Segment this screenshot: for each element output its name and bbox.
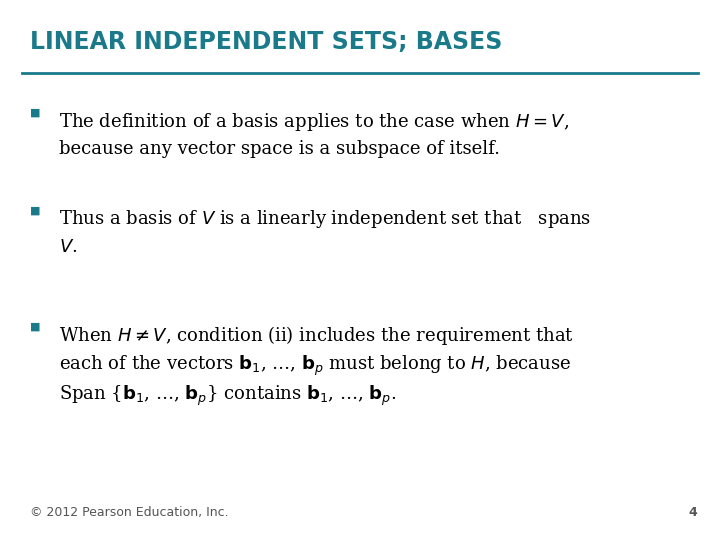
Text: 4: 4: [688, 507, 697, 519]
Text: LINEAR INDEPENDENT SETS; BASES: LINEAR INDEPENDENT SETS; BASES: [30, 30, 503, 53]
Text: Thus a basis of $V$ is a linearly independent set that   spans: Thus a basis of $V$ is a linearly indepe…: [59, 208, 591, 230]
Text: ■: ■: [30, 205, 41, 215]
Text: The definition of a basis applies to the case when $H = V$,: The definition of a basis applies to the…: [59, 111, 570, 133]
Text: because any vector space is a subspace of itself.: because any vector space is a subspace o…: [59, 140, 500, 158]
Text: $V$.: $V$.: [59, 238, 78, 255]
Text: ■: ■: [30, 108, 41, 118]
Text: each of the vectors $\mathbf{b}_1$, …, $\mathbf{b}_p$ must belong to $H$, becaus: each of the vectors $\mathbf{b}_1$, …, $…: [59, 354, 571, 378]
Text: © 2012 Pearson Education, Inc.: © 2012 Pearson Education, Inc.: [30, 507, 229, 519]
Text: Span {$\mathbf{b}_1$, …, $\mathbf{b}_p$} contains $\mathbf{b}_1$, …, $\mathbf{b}: Span {$\mathbf{b}_1$, …, $\mathbf{b}_p$}…: [59, 383, 397, 408]
Text: ■: ■: [30, 321, 41, 332]
Text: When $H \neq V$, condition (ii) includes the requirement that: When $H \neq V$, condition (ii) includes…: [59, 324, 574, 347]
